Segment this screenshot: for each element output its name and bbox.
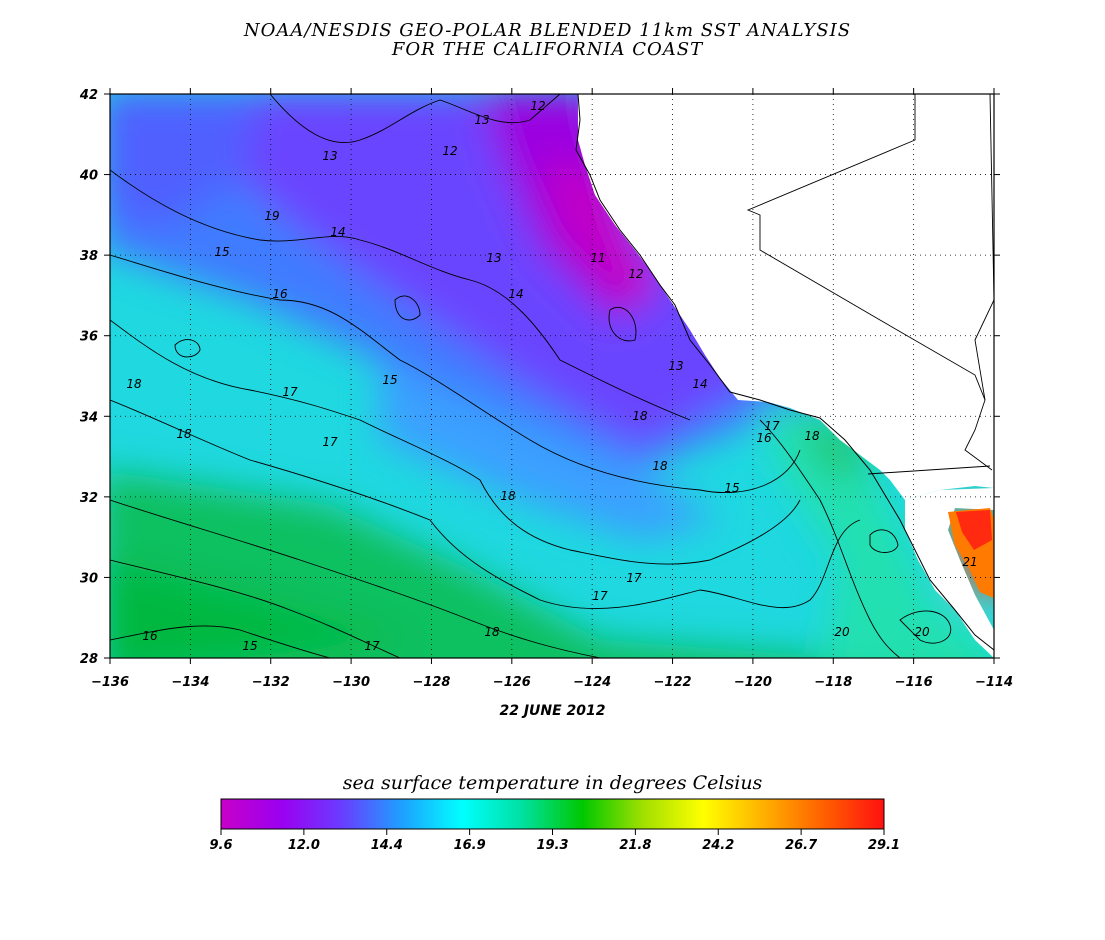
lon-tick-label: −118 [814, 675, 852, 690]
colorbar-tick-label: 12.0 [288, 838, 320, 853]
lon-tick-label: −124 [573, 675, 611, 690]
colorbar-tick-label: 9.6 [209, 838, 232, 853]
contour-label: 17 [322, 435, 338, 449]
colorbar-tick-label: 16.9 [454, 838, 486, 853]
contour-label: 17 [764, 419, 780, 433]
lat-tick-label: 42 [79, 88, 98, 103]
contour-label: 16 [272, 287, 288, 301]
contour-label: 15 [242, 639, 257, 653]
graticule [110, 94, 994, 658]
contour-label: 17 [626, 571, 642, 585]
lat-tick-label: 32 [80, 491, 98, 506]
lon-tick-label: −136 [91, 675, 129, 690]
contour-label: 16 [142, 629, 158, 643]
contour-label: 12 [442, 144, 457, 158]
contour-label: 13 [486, 251, 501, 265]
contour-label: 21 [962, 555, 977, 569]
date-label: 22 JUNE 2012 [499, 703, 606, 719]
contour-label: 18 [176, 427, 192, 441]
colorbar-tick-label: 14.4 [371, 838, 403, 853]
contour-label: 13 [668, 359, 683, 373]
contour-label: 14 [508, 287, 523, 301]
colorbar: 9.6 12.0 14.4 16.9 19.3 21.8 24.2 26.7 29.1 [209, 798, 900, 853]
lat-tick-label: 34 [80, 410, 98, 425]
lon-tick-label: −134 [171, 675, 209, 690]
lon-tick-label: −126 [493, 675, 531, 690]
lon-tick-label: −116 [895, 675, 933, 690]
contour-label: 16 [756, 431, 772, 445]
map-frame [109, 93, 995, 659]
lon-tick-label: −128 [412, 675, 450, 690]
colorbar-tick-label: 19.3 [536, 838, 568, 853]
chart-title-line1: NOAA/NESDIS GEO-POLAR BLENDED 11km SST A… [243, 20, 852, 41]
contour-label: 20 [914, 625, 930, 639]
lon-tick-label: −122 [654, 675, 692, 690]
contour-label: 15 [382, 373, 397, 387]
colorbar-tick-label: 26.7 [785, 838, 818, 853]
sst-field [110, 94, 994, 658]
contour-label: 17 [592, 589, 608, 603]
contour-label: 18 [126, 377, 142, 391]
axis-ticks: −136 −134 −132 −130 −128 −126 −124 −122 −120 −118… [79, 88, 1013, 690]
contour-label: 20 [834, 625, 850, 639]
lat-tick-label: 40 [79, 169, 98, 184]
contour-label: 19 [264, 209, 279, 223]
lon-tick-label: −132 [252, 675, 290, 690]
lat-tick-label: 38 [80, 249, 98, 264]
lon-tick-label: −120 [734, 675, 772, 690]
contour-label: 15 [724, 481, 739, 495]
contour-label: 14 [692, 377, 707, 391]
contour-label: 17 [364, 639, 380, 653]
contour-label: 18 [484, 625, 500, 639]
contour-label: 13 [474, 113, 489, 127]
contour-label: 12 [628, 267, 643, 281]
lat-tick-label: 36 [80, 330, 98, 345]
lon-tick-label: −114 [975, 675, 1013, 690]
contour-label: 15 [214, 245, 229, 259]
contour-label: 12 [530, 99, 545, 113]
colorbar-title: sea surface temperature in degrees Celsi… [342, 772, 763, 794]
colorbar-tick-label: 24.2 [702, 838, 734, 853]
contour-label: 18 [652, 459, 668, 473]
colorbar-tick-label: 21.8 [619, 838, 651, 853]
contour-label: 13 [322, 149, 337, 163]
contour-label: 18 [804, 429, 820, 443]
contour-label: 18 [500, 489, 516, 503]
colorbar-tick-label: 29.1 [868, 838, 900, 853]
lat-tick-label: 30 [80, 571, 98, 586]
contour-label: 14 [330, 225, 345, 239]
land-mass [578, 94, 994, 500]
lat-tick-label: 28 [80, 652, 98, 667]
lon-tick-label: −130 [332, 675, 370, 690]
contour-label: 17 [282, 385, 298, 399]
chart-title-line2: FOR THE CALIFORNIA COAST [391, 39, 704, 60]
contour-label: 11 [590, 251, 605, 265]
contour-lines [110, 94, 952, 658]
contour-label: 18 [632, 409, 648, 423]
